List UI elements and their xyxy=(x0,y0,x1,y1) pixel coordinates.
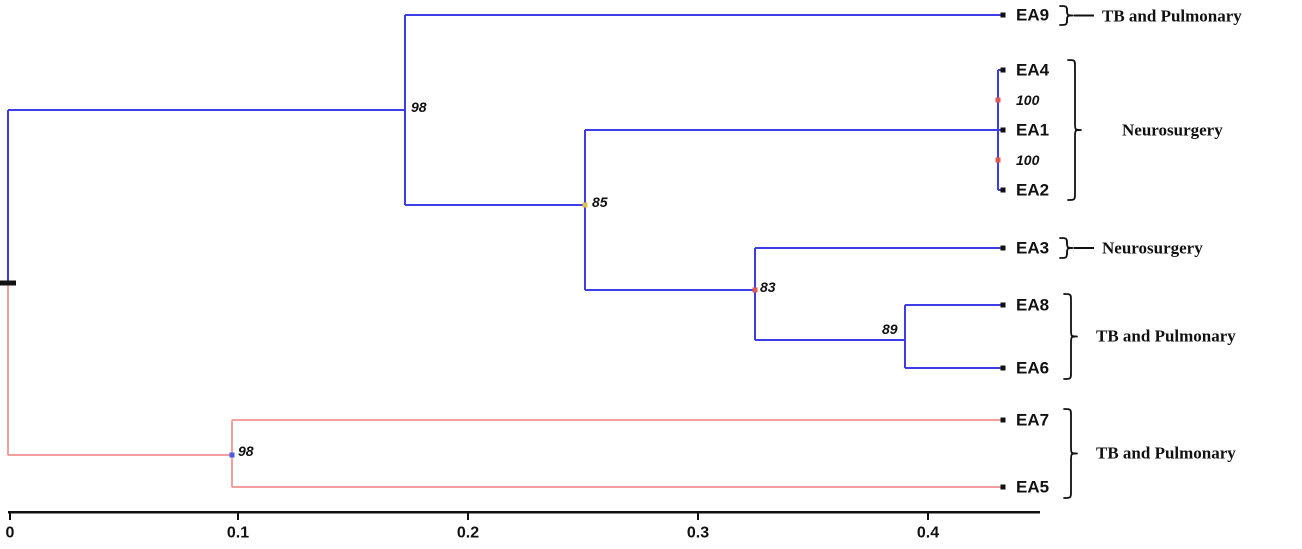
group-label: TB and Pulmonary xyxy=(1096,444,1236,463)
node-dot xyxy=(582,202,588,208)
node-dot xyxy=(995,157,1001,163)
group-label: Neurosurgery xyxy=(1102,239,1203,258)
axis-tick-label: 0.1 xyxy=(227,525,249,542)
tip-dot xyxy=(1000,187,1006,193)
tip-label-EA4: EA4 xyxy=(1016,61,1050,80)
bootstrap-label: 100 xyxy=(1016,152,1040,168)
tip-dot xyxy=(1000,302,1006,308)
group-label: Neurosurgery xyxy=(1122,121,1223,140)
tip-label-EA8: EA8 xyxy=(1016,296,1049,315)
node-dot xyxy=(752,287,758,293)
bootstrap-label: 98 xyxy=(238,443,254,459)
node-dot xyxy=(995,97,1001,103)
group-brace xyxy=(1067,59,1082,201)
axis-tick-label: 0.3 xyxy=(687,525,709,542)
group-label: TB and Pulmonary xyxy=(1096,327,1236,346)
tip-dot xyxy=(1000,12,1006,18)
tip-label-EA3: EA3 xyxy=(1016,239,1049,258)
bootstrap-label: 89 xyxy=(882,321,898,337)
tip-label-EA1: EA1 xyxy=(1016,121,1049,140)
axis-tick-label: 0 xyxy=(6,525,15,542)
tip-label-EA7: EA7 xyxy=(1016,411,1049,430)
tip-dot xyxy=(1000,127,1006,133)
node-dot xyxy=(229,452,235,458)
tip-label-EA6: EA6 xyxy=(1016,359,1049,378)
tip-dot xyxy=(1000,245,1006,251)
tip-label-EA9: EA9 xyxy=(1016,6,1049,25)
group-label: TB and Pulmonary xyxy=(1102,7,1242,26)
bootstrap-label: 85 xyxy=(592,194,608,210)
axis-tick-label: 0.4 xyxy=(917,525,939,542)
bootstrap-label: 98 xyxy=(411,99,427,115)
group-brace xyxy=(1059,5,1074,26)
tip-label-EA5: EA5 xyxy=(1016,478,1049,497)
tip-dot xyxy=(1000,417,1006,423)
tip-label-EA2: EA2 xyxy=(1016,181,1049,200)
bootstrap-label: 100 xyxy=(1016,92,1040,108)
tip-dot xyxy=(1000,365,1006,371)
tip-dot xyxy=(1000,484,1006,490)
group-brace xyxy=(1063,408,1078,499)
group-brace xyxy=(1063,293,1078,380)
tip-dot xyxy=(1000,67,1006,73)
axis-tick-label: 0.2 xyxy=(457,525,479,542)
bootstrap-label: 83 xyxy=(760,279,776,295)
group-brace xyxy=(1059,237,1074,259)
